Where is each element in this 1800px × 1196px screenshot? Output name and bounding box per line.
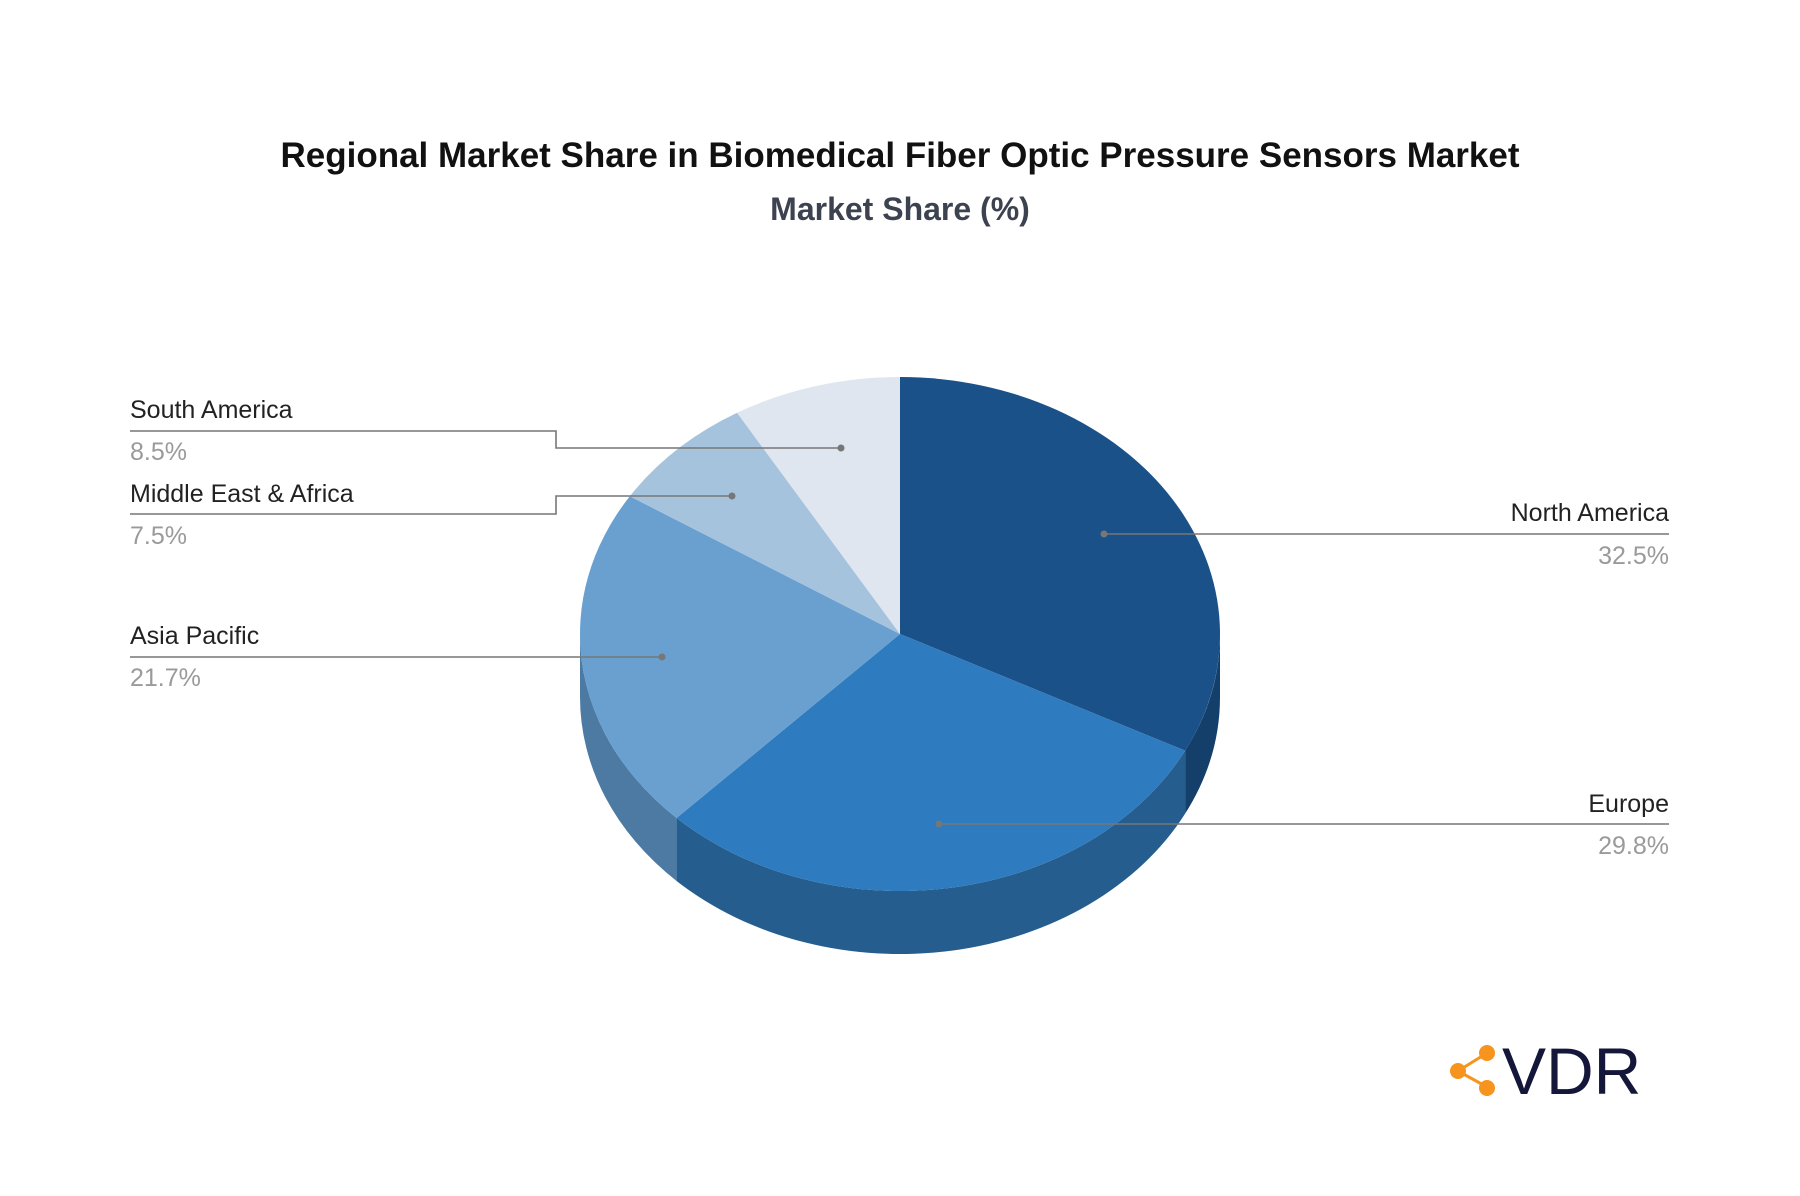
leader-line-south-america xyxy=(130,430,841,449)
pie-side-europe xyxy=(676,750,1186,954)
label-north-america: North America xyxy=(1511,499,1669,527)
chart-title: Regional Market Share in Biomedical Fibe… xyxy=(280,136,1520,175)
logo-text: VDR xyxy=(1502,1034,1641,1108)
label-middle-east-africa: Middle East & Africa xyxy=(130,480,354,508)
value-asia-pacific: 21.7% xyxy=(130,664,201,692)
logo-dot xyxy=(1450,1063,1466,1079)
logo-dot xyxy=(1479,1080,1495,1096)
pie-side-north-america xyxy=(1185,634,1220,814)
label-europe: Europe xyxy=(1588,790,1669,818)
label-asia-pacific: Asia Pacific xyxy=(130,622,259,650)
logo-dot xyxy=(1479,1045,1495,1061)
leader-line-middle-east-africa xyxy=(130,495,732,515)
leader-dot-asia-pacific xyxy=(658,653,666,661)
pie-slice-asia-pacific[interactable] xyxy=(580,496,900,818)
leader-dot-middle-east-africa xyxy=(728,492,736,500)
value-middle-east-africa: 7.5% xyxy=(130,522,187,550)
vdr-logo: VDR xyxy=(1450,1034,1641,1108)
pie-slice-europe[interactable] xyxy=(676,634,1186,891)
pie-slice-south-america[interactable] xyxy=(737,377,900,634)
value-europe: 29.8% xyxy=(1598,832,1669,860)
label-south-america: South America xyxy=(130,396,293,424)
value-south-america: 8.5% xyxy=(130,438,187,466)
leader-dot-europe xyxy=(935,820,943,828)
leader-dot-north-america xyxy=(1100,530,1108,538)
chart-subtitle: Market Share (%) xyxy=(770,191,1030,227)
pie-slice-middle-east-africa[interactable] xyxy=(629,412,900,634)
pie-side-asia-pacific xyxy=(580,634,677,881)
value-north-america: 32.5% xyxy=(1598,542,1669,570)
leader-dot-south-america xyxy=(837,444,845,452)
pie-slice-north-america[interactable] xyxy=(900,377,1220,751)
